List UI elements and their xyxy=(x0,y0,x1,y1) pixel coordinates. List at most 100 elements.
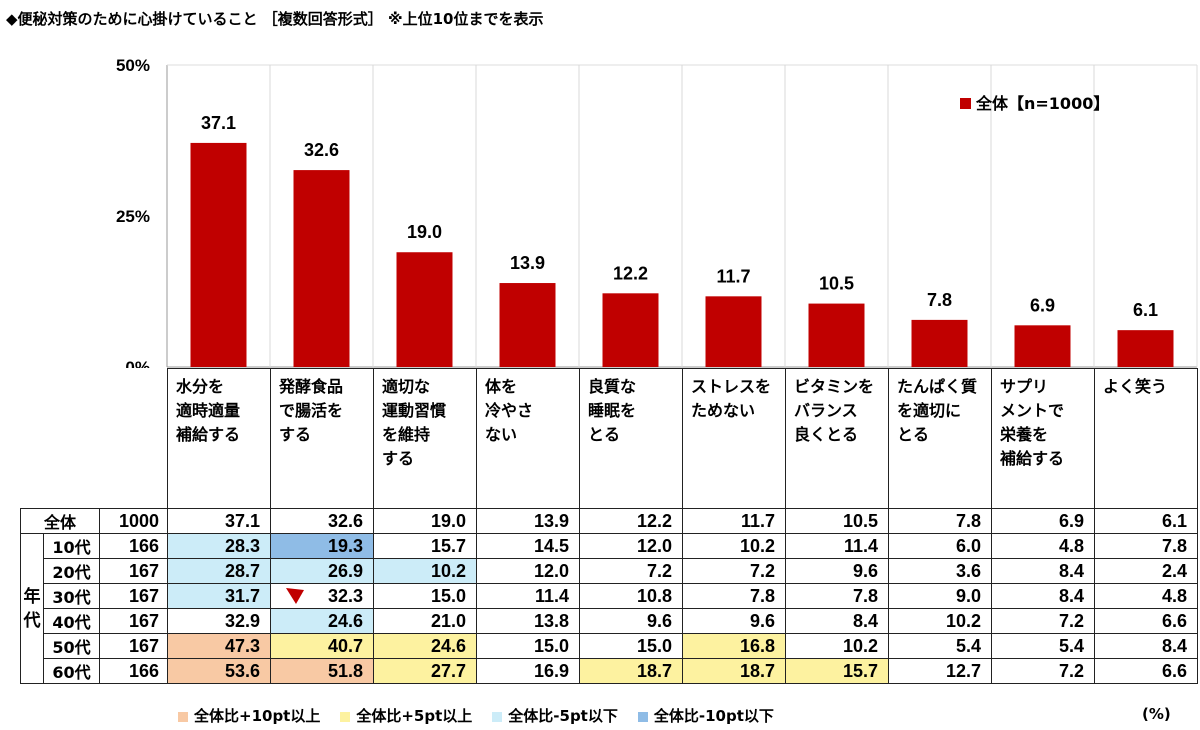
bar xyxy=(293,170,350,367)
bar-value-label: 37.1 xyxy=(201,113,236,133)
row-label: 50代 xyxy=(43,633,100,659)
column-header-line: 睡眠を xyxy=(588,401,637,420)
table-cell: 4.8 xyxy=(991,533,1095,559)
table-cell: 13.9 xyxy=(476,508,580,534)
column-header-line: よく笑う xyxy=(1103,377,1168,396)
legend-label: 全体比-10pt以下 xyxy=(653,707,774,725)
y-tick-label: 0% xyxy=(125,358,150,368)
table-cell: 47.3 xyxy=(167,633,271,659)
row-sample-size: 166 xyxy=(99,658,168,684)
y-tick-label: 25% xyxy=(116,207,150,226)
legend-swatch xyxy=(960,98,971,109)
table-cell: 11.7 xyxy=(682,508,786,534)
column-header-line: で腸活を xyxy=(279,401,344,420)
row-sample-size: 1000 xyxy=(99,508,168,534)
table-cell: 16.9 xyxy=(476,658,580,684)
table-row: 年代 10代 166 28.3 19.3 15.7 14.5 12.0 10.2 11.4 6.0 4… xyxy=(20,533,1198,684)
table-cell: 10.5 xyxy=(785,508,889,534)
table-cell: 7.2 xyxy=(682,558,786,584)
column-header-line: 良質な xyxy=(588,377,637,396)
column-header: 適切な 運動習慣 を維持 する xyxy=(373,368,477,509)
table-cell: 24.6 xyxy=(270,608,374,634)
bar xyxy=(396,252,453,367)
table-cell: 7.8 xyxy=(888,508,992,534)
table-cell: 8.4 xyxy=(991,558,1095,584)
row-sample-size: 166 xyxy=(99,533,168,559)
table-cell: 7.8 xyxy=(1094,533,1198,559)
bar xyxy=(190,142,247,367)
table-cell: 2.4 xyxy=(1094,558,1198,584)
age-group-label: 年代 xyxy=(20,533,44,684)
table-cell: 12.7 xyxy=(888,658,992,684)
table-cell: 15.0 xyxy=(373,583,477,609)
table-cell: 6.1 xyxy=(1094,508,1198,534)
column-header-line: する xyxy=(279,425,312,444)
table-cell: 32.3 xyxy=(270,583,374,609)
legend-label: 全体比+5pt以上 xyxy=(356,707,473,725)
column-header-line: 補給する xyxy=(1000,449,1065,468)
table-cell: 6.0 xyxy=(888,533,992,559)
column-header-line: 運動習慣 xyxy=(382,401,447,420)
table-cell: 21.0 xyxy=(373,608,477,634)
bar xyxy=(602,293,659,367)
column-header-line: 冷やさ xyxy=(485,401,534,420)
table-cell: 7.8 xyxy=(682,583,786,609)
table-row: 60代 166 53.6 51.8 27.7 16.9 18.7 18.7 15.7 12.7 7.… xyxy=(21,658,1198,684)
table-row: 20代 167 28.7 26.9 10.2 12.0 7.2 7.2 9.6 3.6 8.4 2.4 xyxy=(21,558,1198,584)
highlight-legend: 全体比+10pt以上 全体比+5pt以上 全体比-5pt以下 全体比-10pt以下 xyxy=(178,705,794,726)
bar-value-label: 32.6 xyxy=(304,140,339,160)
row-sample-size: 167 xyxy=(99,608,168,634)
column-header-line: 水分を xyxy=(176,377,225,396)
highlight-legend-item: 全体比+10pt以上 xyxy=(178,705,320,726)
table-cell: 5.4 xyxy=(991,633,1095,659)
table-cell: 18.7 xyxy=(579,658,683,684)
column-header: 発酵食品で腸活をする xyxy=(270,368,374,509)
column-header-line: とる xyxy=(897,425,930,444)
column-header-line: メントで xyxy=(1000,401,1065,420)
bar-value-label: 6.9 xyxy=(1030,295,1055,315)
bar-value-label: 7.8 xyxy=(927,290,952,310)
table-cell: 15.7 xyxy=(373,533,477,559)
table-cell: 10.2 xyxy=(785,633,889,659)
table-cell: 53.6 xyxy=(167,658,271,684)
table-cell: 7.2 xyxy=(579,558,683,584)
row-label: 40代 xyxy=(43,608,100,634)
table-cell: 9.6 xyxy=(785,558,889,584)
table-cell: 51.8 xyxy=(270,658,374,684)
table-cell: 12.2 xyxy=(579,508,683,534)
table-cell: 15.0 xyxy=(476,633,580,659)
table-cell: 5.4 xyxy=(888,633,992,659)
legend-swatch xyxy=(178,711,188,722)
column-header: 体を 冷やさ ない xyxy=(476,368,580,509)
table-cell: 7.2 xyxy=(991,658,1095,684)
table-cell: 10.8 xyxy=(579,583,683,609)
column-header: よく笑う xyxy=(1094,368,1198,509)
table-cell: 15.0 xyxy=(579,633,683,659)
table-cell: 9.6 xyxy=(579,608,683,634)
column-header-line: 発酵食品 xyxy=(279,377,344,396)
table-cell: 6.9 xyxy=(991,508,1095,534)
column-header-line: 適切な xyxy=(382,377,431,396)
table-cell: 8.4 xyxy=(785,608,889,634)
column-header: 良質な 睡眠を とる xyxy=(579,368,683,509)
table-cell: 37.1 xyxy=(167,508,271,534)
column-header: たんぱく質 を適切に とる xyxy=(888,368,992,509)
age-group-char: 年 xyxy=(23,586,41,607)
row-label: 10代 xyxy=(43,533,100,559)
row-sample-size: 167 xyxy=(99,558,168,584)
table-cell: 16.8 xyxy=(682,633,786,659)
legend-swatch xyxy=(340,711,351,722)
table-cell: 10.2 xyxy=(373,558,477,584)
table-cell: 12.0 xyxy=(579,533,683,559)
table-cell: 7.8 xyxy=(785,583,889,609)
table-cell: 12.0 xyxy=(476,558,580,584)
table-row: 50代 167 47.3 40.7 24.6 15.0 15.0 16.8 10.2 5.4 5.4… xyxy=(21,633,1198,659)
table-cell: 6.6 xyxy=(1094,658,1198,684)
table-cell: 26.9 xyxy=(270,558,374,584)
legend-label: 全体比+10pt以上 xyxy=(194,707,321,725)
table-cell: 28.3 xyxy=(167,533,271,559)
column-header-line: ためない xyxy=(691,401,756,420)
table-cell: 8.4 xyxy=(991,583,1095,609)
bar xyxy=(1117,330,1174,367)
chart-title: ◆便秘対策のために心掛けていること ［複数回答形式］ ※上位10位までを表示 xyxy=(6,10,544,28)
